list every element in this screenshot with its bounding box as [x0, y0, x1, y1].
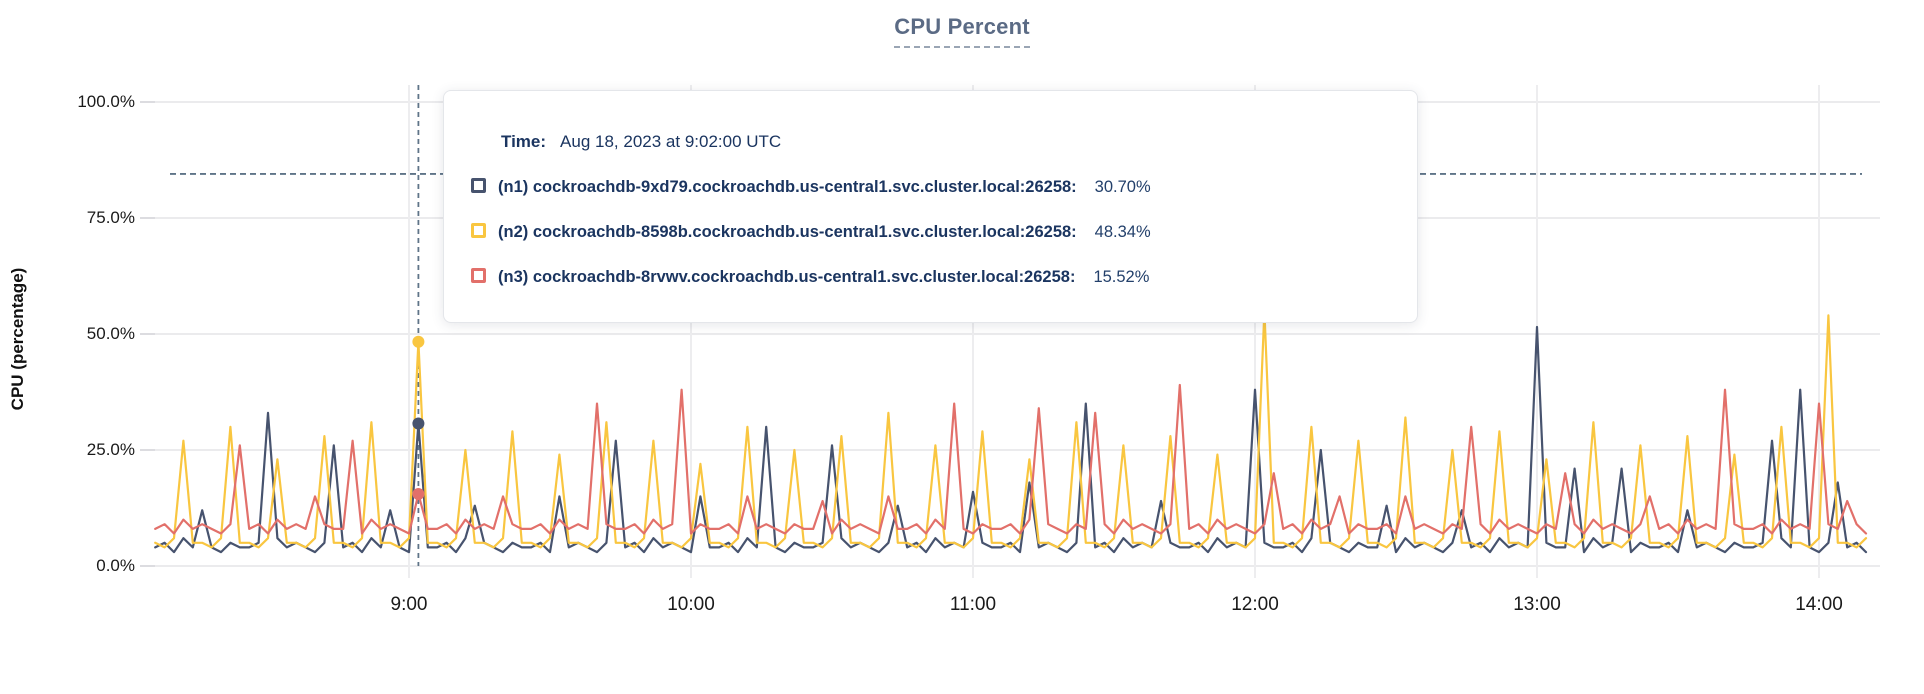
- chart-title-wrap: CPU Percent: [0, 14, 1924, 48]
- x-tick-11: 11:00: [949, 594, 997, 615]
- n2-series-value: 48.34%: [1094, 223, 1151, 241]
- tooltip-time-label: Time:: [501, 132, 547, 151]
- n2-series-name: (n2) cockroachdb-8598b.cockroachdb.us-ce…: [498, 223, 1077, 241]
- hover-tooltip: Time: Aug 18, 2023 at 9:02:00 UTC (n1) co…: [443, 90, 1418, 323]
- x-tick-14: 14:00: [1795, 594, 1843, 615]
- n2-series-swatch-icon: [471, 223, 486, 238]
- x-tick-12: 12:00: [1231, 594, 1279, 615]
- tooltip-series-row-n1: (n1) cockroachdb-9xd79.cockroachdb.us-ce…: [471, 176, 1417, 198]
- x-tick-10: 10:00: [667, 594, 715, 615]
- y-tick-50: 50.0%: [86, 324, 135, 343]
- n1-series-name: (n1) cockroachdb-9xd79.cockroachdb.us-ce…: [498, 178, 1077, 196]
- tooltip-series-row-n2: (n2) cockroachdb-8598b.cockroachdb.us-ce…: [471, 221, 1417, 243]
- y-tick-25: 25.0%: [86, 440, 135, 459]
- y-tick-100: 100.0%: [77, 92, 135, 111]
- n3-series-name: (n3) cockroachdb-8rvwv.cockroachdb.us-ce…: [498, 268, 1076, 286]
- tooltip-time-value: Aug 18, 2023 at 9:02:00 UTC: [560, 132, 782, 151]
- y-tick-75: 75.0%: [86, 208, 135, 227]
- y-tick-0: 0.0%: [96, 556, 135, 575]
- n1-series-value: 30.70%: [1094, 178, 1151, 196]
- n1-series-swatch-icon: [471, 178, 486, 193]
- n3-series-value: 15.52%: [1093, 268, 1150, 286]
- tooltip-time-row: Time: Aug 18, 2023 at 9:02:00 UTC: [501, 131, 1417, 153]
- page-title: CPU Percent: [894, 14, 1030, 48]
- x-tick-9: 9:00: [390, 594, 428, 615]
- x-tick-13: 13:00: [1513, 594, 1561, 615]
- n3-series-swatch-icon: [471, 268, 486, 283]
- tooltip-series-row-n3: (n3) cockroachdb-8rvwv.cockroachdb.us-ce…: [471, 266, 1417, 288]
